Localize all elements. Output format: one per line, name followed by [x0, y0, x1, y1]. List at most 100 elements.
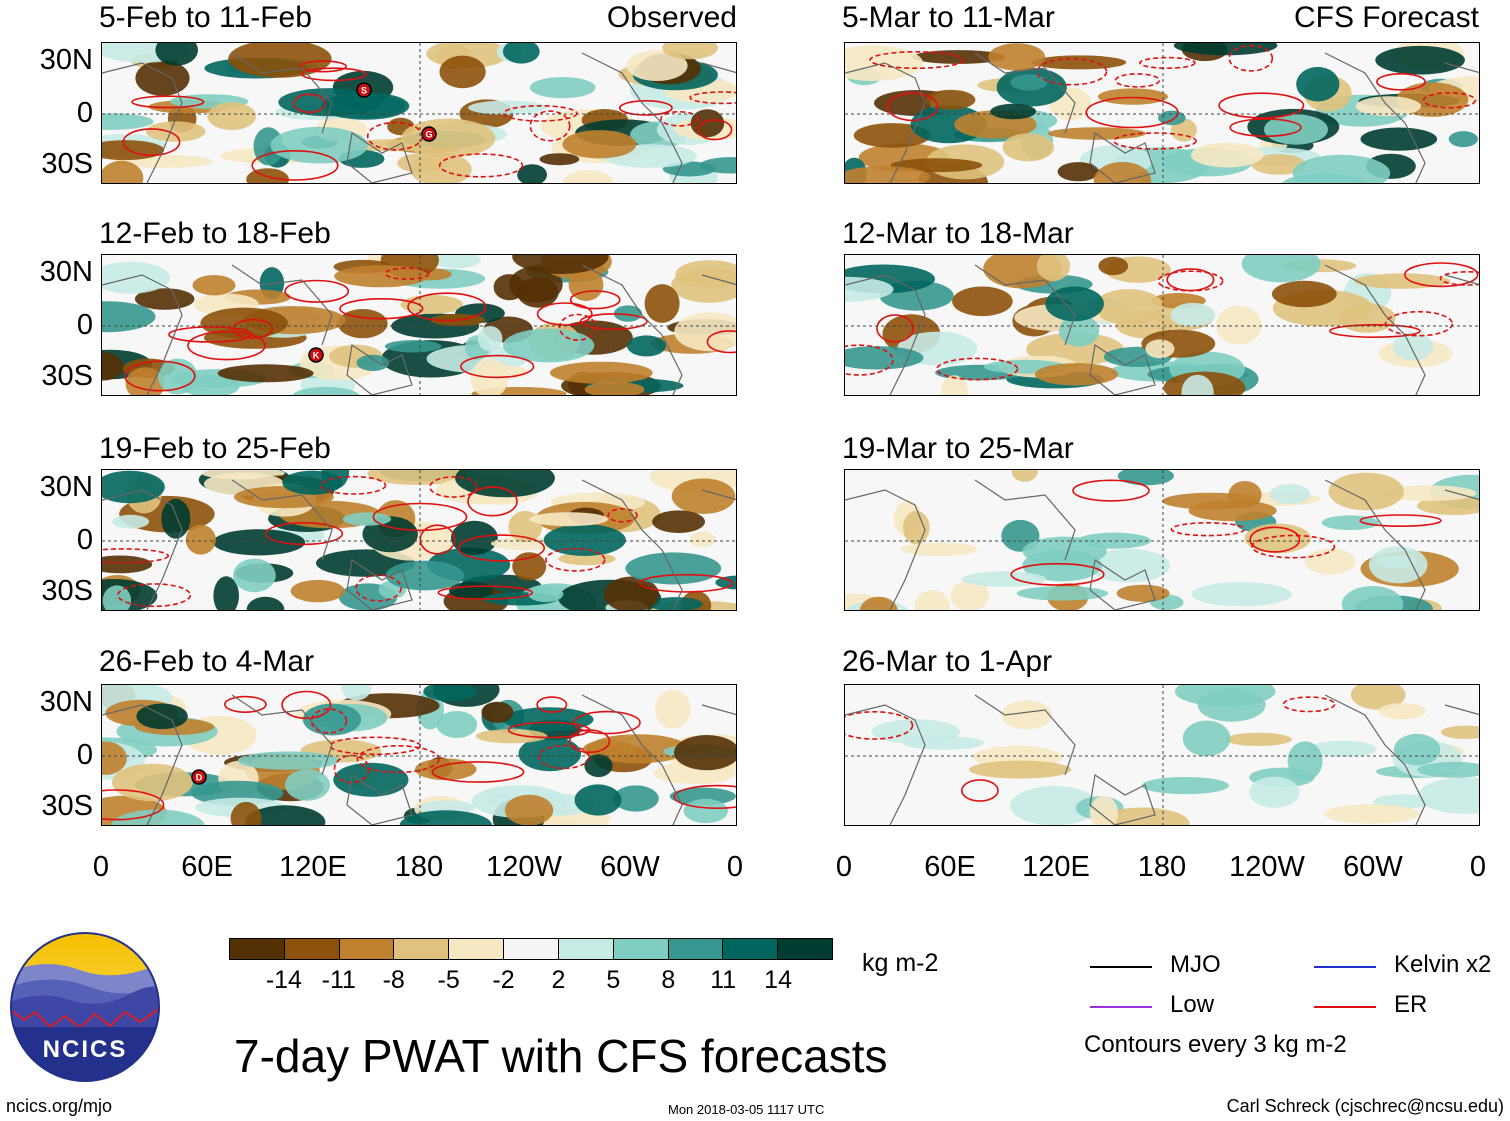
colorbar-swatch: [284, 939, 340, 959]
x-tick-label: 60W: [600, 851, 660, 883]
er-contour: [1114, 73, 1161, 88]
anomaly-blob: [481, 701, 514, 723]
er-contour: [131, 95, 205, 109]
forecast-panel-title-3: 19-Mar to 25-Mar: [842, 432, 1074, 465]
er-contour: [123, 360, 196, 392]
ncics-logo: NCICS: [10, 932, 160, 1082]
anomaly-blob: [1304, 548, 1356, 575]
x-tick-label: 0: [1469, 851, 1487, 883]
anomaly-blob: [1244, 523, 1311, 554]
anomaly-blob: [1022, 549, 1102, 582]
forecast-map-panel-3: [844, 469, 1480, 611]
er-contour: [689, 91, 736, 105]
anomaly-blob: [613, 305, 643, 322]
anomaly-blob: [102, 301, 156, 333]
anomaly-blob: [1308, 740, 1377, 757]
er-contour: [1359, 514, 1442, 527]
colorbar-swatch: [394, 939, 450, 959]
anomaly-blob: [399, 810, 492, 825]
anomaly-blob: [689, 531, 716, 548]
anomaly-blob: [102, 470, 165, 504]
pwat-anomaly-field: [845, 470, 1479, 610]
er-contour: [1249, 526, 1301, 553]
anomaly-blob: [1089, 796, 1119, 825]
er-contour: [1229, 118, 1302, 138]
colorbar-label: 14: [764, 966, 792, 994]
anomaly-blob: [192, 275, 236, 296]
coastlines: [102, 694, 736, 825]
anomaly-blob: [1271, 280, 1337, 308]
er-contour: [460, 354, 535, 379]
x-tick-label: 0: [835, 851, 853, 883]
observed-panel-title-2: 12-Feb to 18-Feb: [99, 217, 331, 250]
er-contour: [1329, 324, 1421, 339]
x-tick-label: 0: [92, 851, 110, 883]
er-contour: [1085, 96, 1179, 129]
anomaly-blob: [333, 762, 409, 797]
pwat-anomaly-field: K: [102, 255, 736, 395]
anomaly-blob: [690, 109, 725, 138]
storm-marker-s: S: [356, 82, 372, 98]
forecast-panel-title-2: 12-Mar to 18-Mar: [842, 217, 1074, 250]
y-tick-label: 0: [76, 739, 93, 771]
x-tick-label: 60E: [181, 851, 233, 883]
er-contour: [960, 779, 999, 802]
anomaly-blob: [1251, 154, 1306, 175]
anomaly-blob: [1088, 548, 1170, 583]
er-contour: [1170, 521, 1246, 537]
anomaly-blob: [1375, 45, 1465, 75]
colorbar-swatch: [339, 939, 395, 959]
anomaly-blob: [342, 512, 392, 526]
y-tick-label: 30N: [39, 256, 93, 288]
anomaly-blob: [517, 164, 547, 183]
anomaly-blob: [1002, 133, 1054, 162]
anomaly-blob: [102, 352, 123, 381]
anomaly-blob: [207, 102, 256, 131]
anomaly-blob: [1269, 484, 1311, 505]
anomaly-blob: [1016, 586, 1109, 601]
pwat-anomaly-field: D: [102, 685, 736, 825]
anomaly-blob: [859, 596, 898, 610]
er-contour: [1403, 262, 1479, 288]
anomaly-blob: [584, 381, 645, 395]
x-tick-label: 120E: [279, 851, 347, 883]
colorbar-swatch: [668, 939, 724, 959]
legend-label: Low: [1170, 991, 1215, 1018]
footer-timestamp: Mon 2018-03-05 1117 UTC: [668, 1102, 825, 1117]
anomaly-blob: [491, 536, 559, 551]
anomaly-blob: [1392, 332, 1434, 361]
anomaly-blob: [1264, 114, 1328, 145]
forecast-panel-title-1: 5-Mar to 11-Mar: [842, 1, 1055, 34]
anomaly-blob: [1378, 703, 1426, 720]
er-contour: [1010, 562, 1105, 586]
storm-marker-d: D: [191, 769, 207, 785]
observed-map-panel-2: K: [101, 254, 737, 396]
anomaly-blob: [1032, 55, 1127, 70]
er-contour: [437, 585, 534, 600]
anomaly-blob: [1228, 481, 1262, 509]
anomaly-blob: [1045, 286, 1104, 322]
anomaly-blob: [397, 153, 447, 173]
observed-map-panel-3: [101, 469, 737, 611]
x-tick-label: 60E: [924, 851, 976, 883]
er-contour: [310, 708, 348, 734]
x-tick-label: 180: [1137, 851, 1187, 883]
logo-text: NCICS: [43, 1036, 128, 1063]
anomaly-blob: [292, 386, 360, 395]
colorbar-label: -5: [437, 966, 460, 994]
anomaly-blob: [1191, 582, 1292, 607]
anomaly-blob: [212, 529, 306, 556]
anomaly-blob: [644, 284, 680, 323]
anomaly-blob: [900, 542, 978, 556]
colorbar-units: kg m-2: [862, 949, 939, 977]
footer-credit: Carl Schreck (cjschrec@ncsu.edu): [1226, 1096, 1504, 1116]
x-tick-label: 120W: [486, 851, 562, 883]
anomaly-blob: [230, 801, 262, 825]
er-contour: [102, 548, 169, 564]
pwat-anomaly-field: SG: [102, 43, 736, 183]
er-contour: [320, 475, 387, 495]
anomaly-blob: [563, 170, 614, 183]
anomaly-blob: [134, 288, 195, 310]
er-contour: [431, 761, 525, 783]
anomaly-blob: [1225, 732, 1292, 746]
